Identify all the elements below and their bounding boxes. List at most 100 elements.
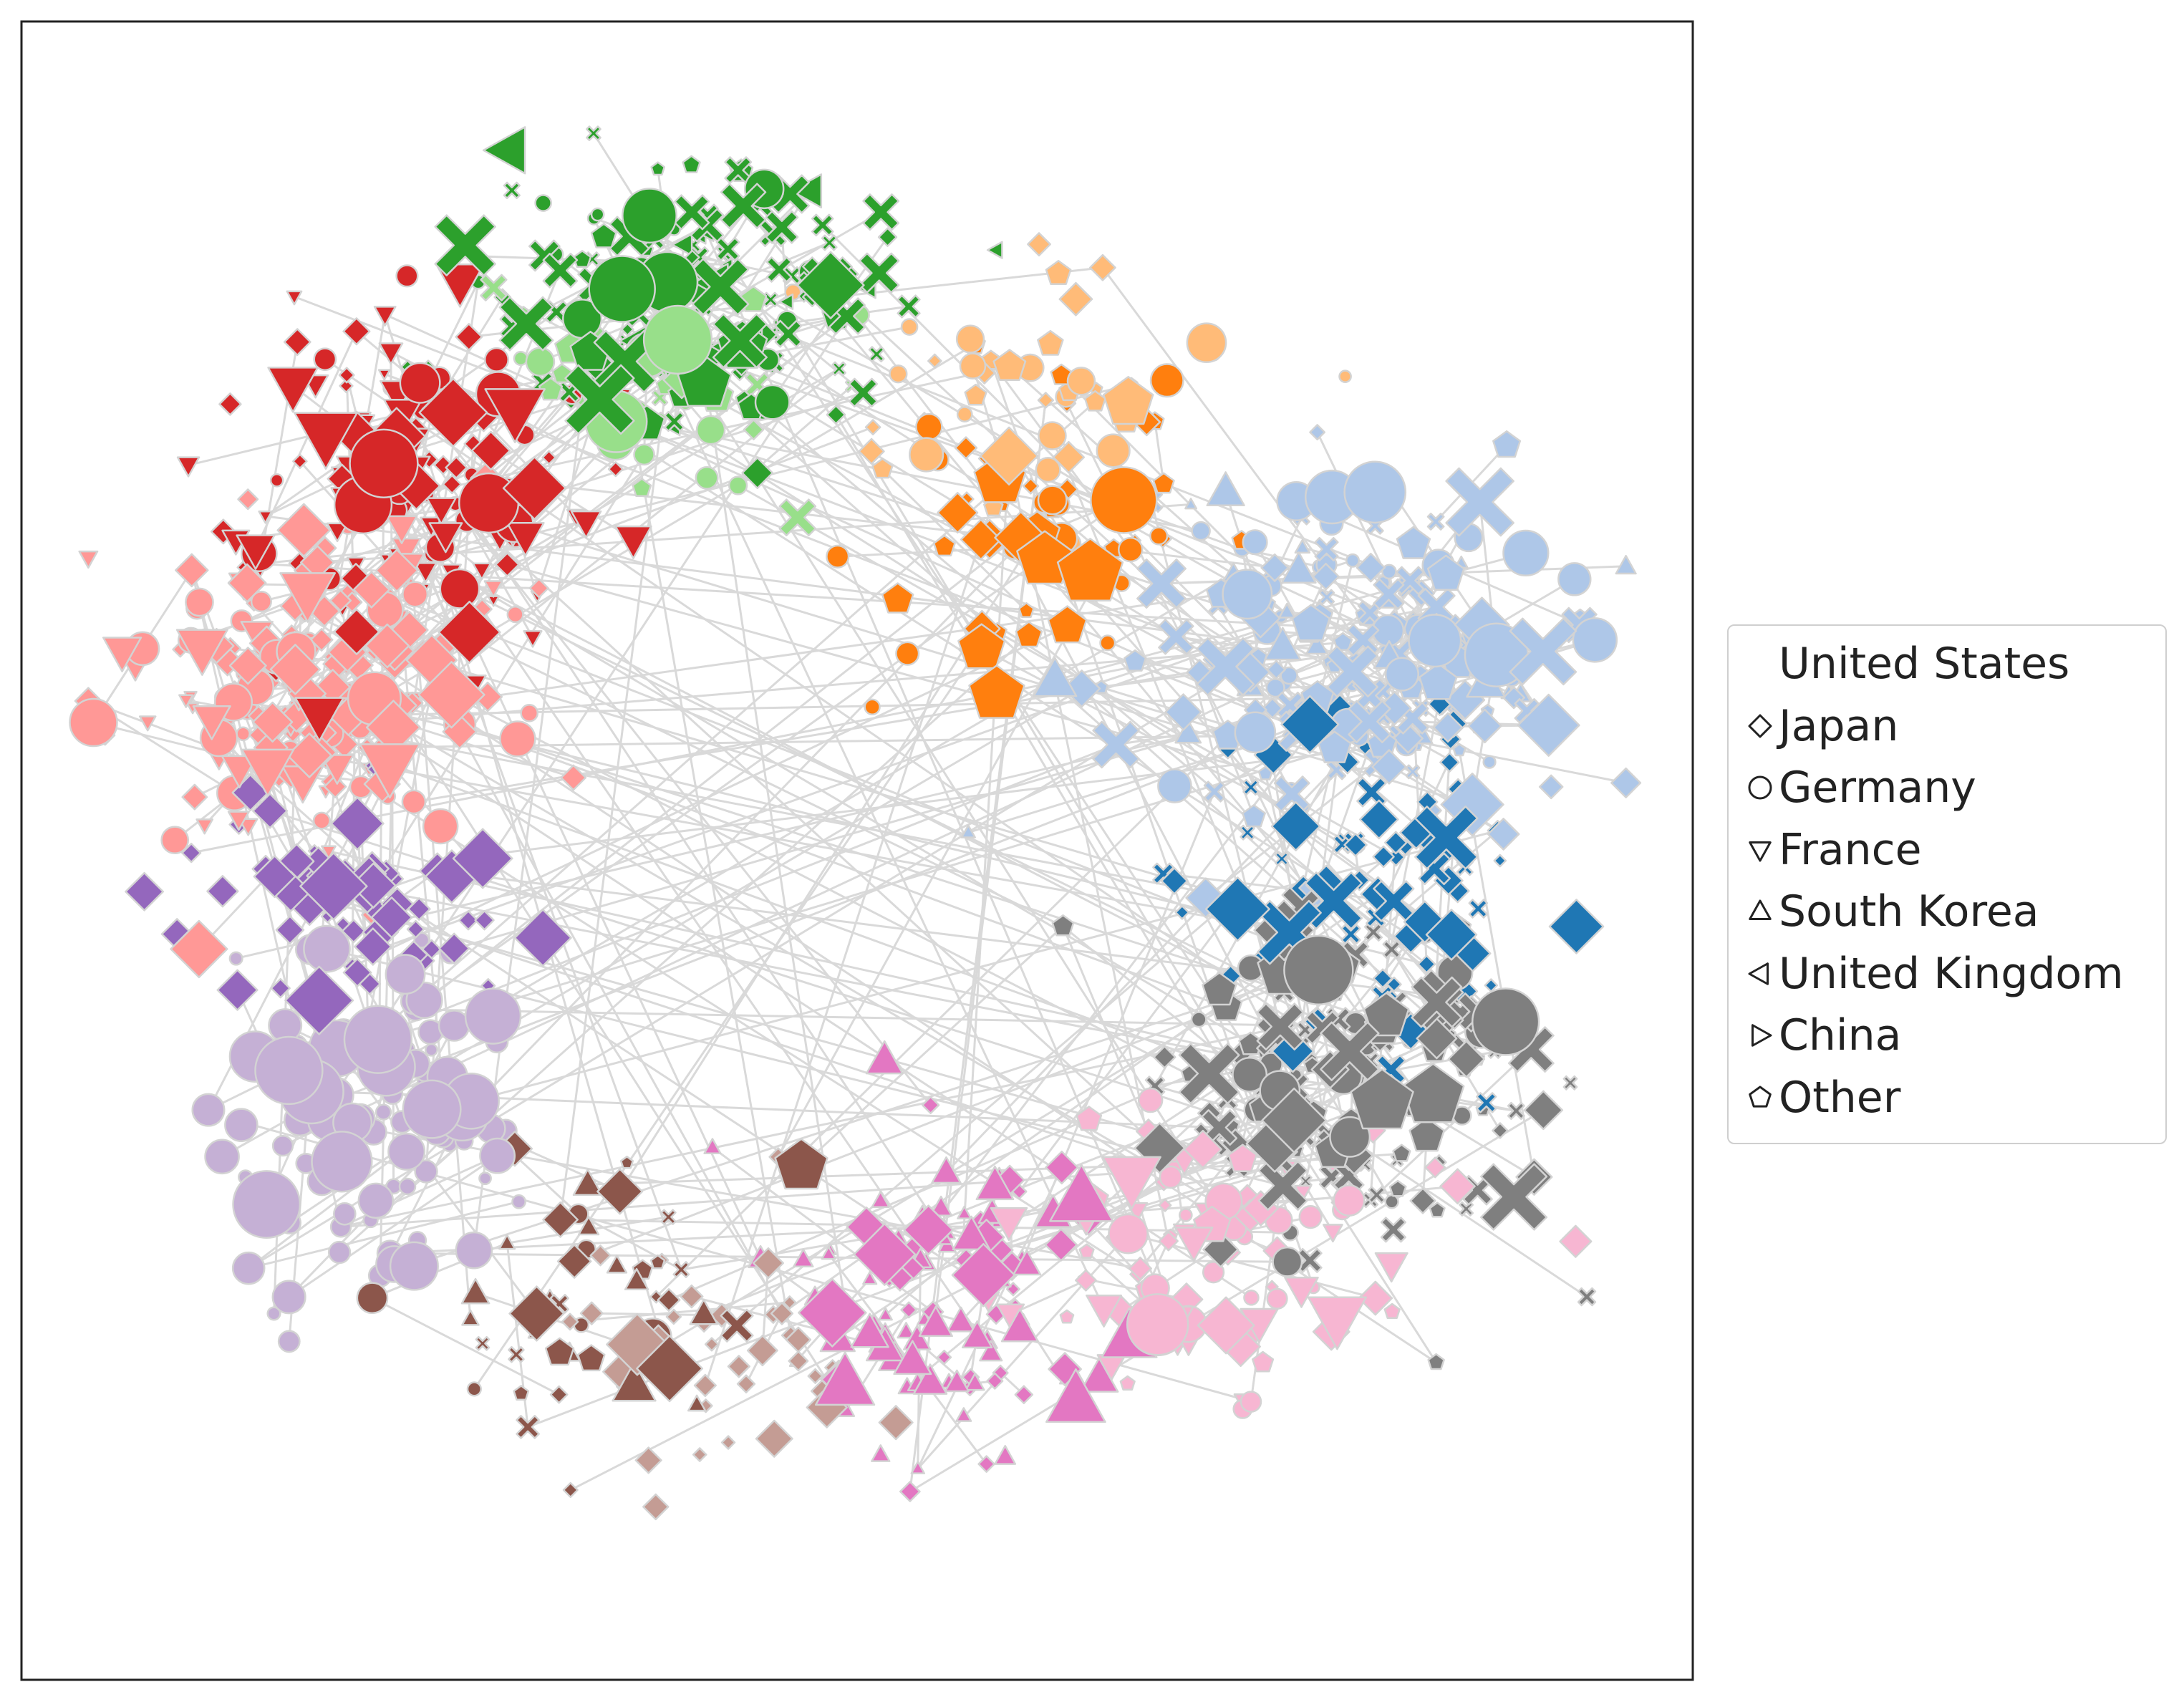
node-1397	[1572, 617, 1618, 663]
node-1506	[1414, 806, 1479, 870]
node-808	[414, 562, 438, 584]
node-904	[959, 352, 987, 379]
node-1499	[438, 600, 501, 664]
node-1348	[893, 1340, 932, 1376]
node-701	[327, 1240, 352, 1265]
node-167	[1059, 1309, 1075, 1324]
node-1531	[798, 1278, 867, 1348]
node-702	[727, 1355, 750, 1378]
legend-marker-1	[1748, 714, 1772, 738]
node-555	[743, 419, 765, 440]
edge-466	[458, 731, 783, 1315]
node-763	[1298, 1205, 1323, 1229]
legend-label: France	[1779, 824, 1922, 875]
node-466	[1392, 1144, 1411, 1162]
node-1377	[102, 637, 142, 672]
node-540	[78, 550, 99, 569]
node-536	[238, 818, 258, 836]
node-799	[715, 237, 740, 261]
edge-471	[591, 258, 1411, 582]
edge-465	[332, 686, 1225, 1209]
node-795	[516, 1415, 540, 1439]
node-61	[590, 207, 605, 222]
edge-201	[248, 1200, 519, 1270]
node-1407	[596, 1168, 644, 1215]
node-56	[1179, 1208, 1193, 1222]
node-1529	[254, 1035, 324, 1106]
node-374	[520, 704, 539, 722]
node-410	[703, 1138, 722, 1154]
node-238	[821, 234, 838, 251]
node-1211	[357, 1182, 395, 1219]
node-893	[181, 783, 208, 811]
node-1473	[1196, 637, 1255, 696]
node-310	[506, 606, 524, 624]
node-509	[270, 977, 291, 999]
node-979	[1038, 421, 1067, 450]
node-822	[1314, 536, 1339, 562]
node-362	[921, 1096, 940, 1114]
node-496	[528, 578, 549, 599]
node-356	[1278, 602, 1296, 619]
node-1107	[1559, 1224, 1593, 1258]
node-713	[218, 392, 242, 416]
node-1489	[311, 1131, 373, 1193]
node-1461	[464, 987, 522, 1045]
node-111	[511, 1194, 526, 1209]
node-406	[1149, 526, 1169, 546]
node-1222	[479, 1137, 516, 1174]
pentagon-icon	[1749, 1086, 1772, 1108]
node-479	[826, 405, 846, 425]
node-960	[160, 826, 190, 855]
node-1532	[1445, 467, 1514, 537]
node-1474	[1280, 695, 1340, 754]
node-1225	[1273, 775, 1310, 813]
node-646	[329, 589, 352, 612]
node-1093	[961, 1320, 993, 1349]
node-1131	[1557, 562, 1592, 596]
node-250	[413, 932, 430, 949]
node-399	[1382, 939, 1401, 959]
node-1409	[333, 608, 380, 655]
node-212	[665, 1308, 682, 1325]
node-1201	[252, 793, 289, 829]
node-138	[258, 511, 273, 524]
node-1175	[909, 437, 944, 473]
node-1372	[1329, 1116, 1371, 1158]
node-933	[1076, 1106, 1103, 1131]
node-152	[292, 453, 308, 470]
node-1306	[614, 525, 652, 559]
node-1317	[1426, 554, 1465, 591]
node-100	[1174, 904, 1190, 920]
node-1455	[622, 188, 677, 244]
node-591	[1203, 780, 1226, 803]
node-179	[957, 1205, 972, 1219]
node-1465	[691, 258, 750, 316]
node-1468	[513, 909, 572, 967]
node-1503	[1045, 1368, 1106, 1423]
node-718	[227, 811, 250, 831]
node-1523	[1509, 617, 1577, 686]
node-857	[1118, 536, 1144, 563]
edge-336	[468, 742, 1416, 859]
node-376	[138, 715, 157, 732]
node-324	[977, 1455, 995, 1473]
node-1018	[1492, 430, 1522, 458]
node-262	[1078, 1243, 1095, 1259]
legend-entry-1: Japan	[1729, 695, 2165, 758]
node-1046	[1610, 767, 1642, 798]
node-124	[1459, 1201, 1474, 1217]
node-28	[1158, 1198, 1172, 1212]
node-9	[1338, 369, 1352, 384]
node-854	[1242, 804, 1266, 828]
node-76	[1452, 743, 1467, 757]
node-1305	[227, 563, 267, 603]
node-934	[590, 223, 617, 248]
edge-200	[288, 1154, 498, 1298]
node-1497	[853, 1222, 917, 1286]
node-316	[503, 181, 521, 200]
node-1518	[1480, 1163, 1548, 1231]
node-724	[1384, 831, 1408, 855]
node-849	[483, 347, 509, 372]
node-532	[664, 411, 685, 432]
